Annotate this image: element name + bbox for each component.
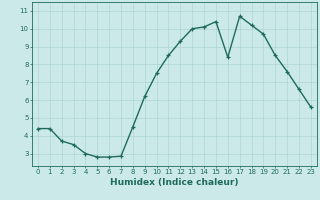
X-axis label: Humidex (Indice chaleur): Humidex (Indice chaleur) <box>110 178 239 187</box>
